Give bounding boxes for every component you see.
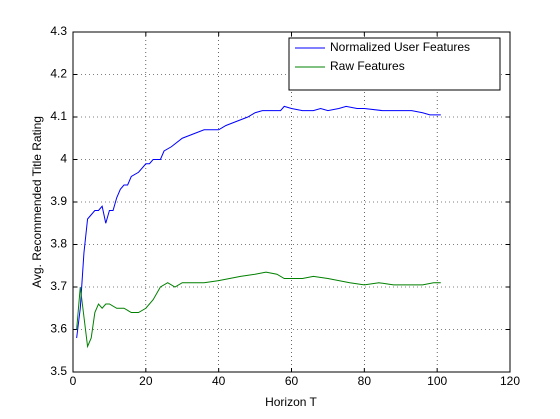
- legend-box: [288, 37, 501, 91]
- y-tick-label: 4: [60, 152, 67, 166]
- x-tick-label: 100: [427, 374, 447, 388]
- legend-label: Raw Features: [330, 59, 405, 73]
- y-tick-label: 4.3: [50, 24, 67, 38]
- x-tick-label: 0: [70, 374, 77, 388]
- y-tick-label: 3.7: [50, 279, 67, 293]
- x-tick-label: 80: [358, 374, 372, 388]
- y-axis-label: Avg. Recommended Title Rating: [30, 116, 44, 288]
- x-tick-label: 20: [139, 374, 153, 388]
- x-axis-label: Horizon T: [265, 395, 317, 409]
- data-line: [76, 105, 441, 339]
- x-tick-label: 120: [500, 374, 520, 388]
- x-tick-label: 40: [212, 374, 226, 388]
- y-tick-label: 4.1: [50, 109, 67, 123]
- y-tick-label: 4.2: [50, 67, 67, 81]
- y-tick-label: 3.8: [50, 237, 67, 251]
- legend-label: Normalized User Features: [330, 40, 470, 54]
- x-tick-label: 60: [285, 374, 299, 388]
- y-tick-label: 3.5: [50, 364, 67, 378]
- axes-box: [72, 31, 511, 373]
- y-tick-label: 3.9: [50, 194, 67, 208]
- data-line: [76, 271, 441, 349]
- y-tick-label: 3.6: [50, 322, 67, 336]
